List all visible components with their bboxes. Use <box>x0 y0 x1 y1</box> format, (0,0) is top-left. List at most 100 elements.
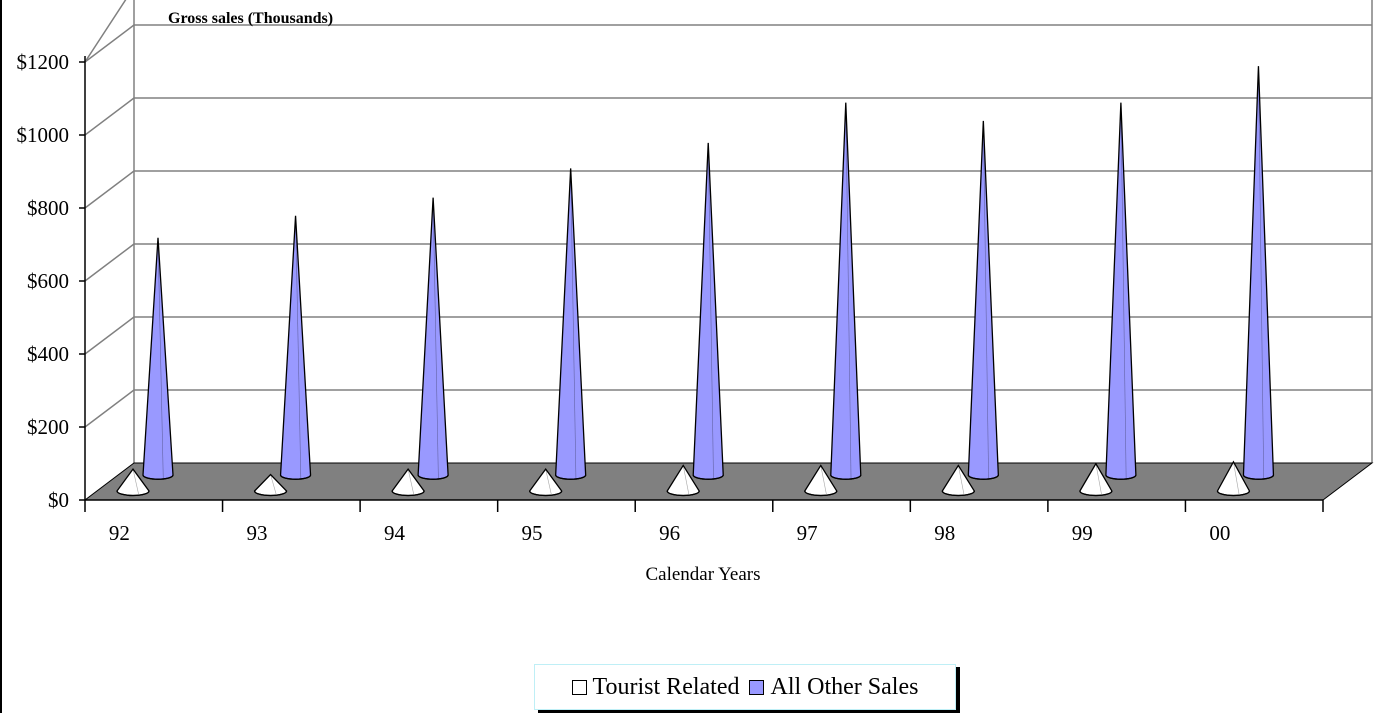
cone-tourist-related-97-shade <box>820 465 827 495</box>
x-tick-label: 97 <box>797 521 818 545</box>
cone-all-other-sales-94-base <box>417 474 449 480</box>
cone-all-other-sales-99-shade <box>1120 102 1127 479</box>
cone-all-other-sales-98-body <box>967 120 999 480</box>
y-tick-label: $200 <box>27 415 69 439</box>
cone-all-other-sales-94-shade <box>432 197 439 479</box>
cone-tourist-related-99 <box>1079 462 1113 497</box>
x-tick-label: 94 <box>384 521 406 545</box>
legend-swatch-tourist-related <box>571 679 587 695</box>
cone-all-other-sales-96-base <box>692 474 724 480</box>
cone-all-other-sales-95 <box>555 168 587 480</box>
x-tick-label: 93 <box>246 521 267 545</box>
cone-tourist-related-93-shade <box>270 474 277 495</box>
cone-all-other-sales-95-body <box>555 168 587 480</box>
cone-all-other-sales-99 <box>1105 102 1137 480</box>
cone-tourist-related-00 <box>1216 460 1251 497</box>
cone-tourist-related-94 <box>391 467 425 497</box>
cone-all-other-sales-93-shade <box>295 215 302 479</box>
cone-tourist-related-94-base <box>391 490 425 497</box>
x-tick-label: 98 <box>934 521 955 545</box>
cone-all-other-sales-97-shade <box>845 102 852 479</box>
cone-tourist-related-98 <box>941 464 975 497</box>
cone-all-other-sales-00-base <box>1242 474 1275 480</box>
x-tick-label: 92 <box>109 521 130 545</box>
cone-tourist-related-92-shade <box>132 469 139 495</box>
side-gridline <box>84 170 135 209</box>
chart-title: Gross sales (Thousands) <box>168 10 333 27</box>
cone-tourist-related-93-base <box>253 490 288 497</box>
side-gridline <box>84 97 135 136</box>
y-tick-label: $600 <box>27 269 69 293</box>
x-tick-label: 00 <box>1209 521 1230 545</box>
cone-all-other-sales-98 <box>967 120 999 480</box>
cone-tourist-related-99-base <box>1079 490 1113 497</box>
cone-all-other-sales-00 <box>1242 66 1275 480</box>
legend: Tourist Related All Other Sales <box>534 664 956 710</box>
side-gridline <box>84 316 135 355</box>
cone-tourist-related-97-base <box>804 490 838 497</box>
cone-all-other-sales-00-body <box>1242 66 1275 480</box>
x-axis-label: Calendar Years <box>645 564 760 585</box>
cone-tourist-related-98-base <box>941 490 975 497</box>
x-tick-label: 99 <box>1072 521 1093 545</box>
legend-label-all-other-sales: All Other Sales <box>770 673 919 700</box>
cone-all-other-sales-99-base <box>1105 474 1137 480</box>
cone-tourist-related-92 <box>116 467 150 497</box>
cone-all-other-sales-99-body <box>1105 102 1137 480</box>
cone-tourist-related-99-shade <box>1095 463 1102 495</box>
cone-tourist-related-95 <box>529 467 563 497</box>
cone-tourist-related-93 <box>253 473 288 497</box>
side-gridline <box>84 24 135 63</box>
cone-all-other-sales-98-shade <box>983 120 989 479</box>
cones <box>116 66 1275 497</box>
legend-item-all-other-sales: All Other Sales <box>749 674 918 701</box>
cone-tourist-related-95-base <box>529 490 563 497</box>
side-gridline <box>84 389 135 428</box>
cone-tourist-related-95-shade <box>545 469 552 495</box>
cone-all-other-sales-94 <box>417 197 449 480</box>
y-tick-label: $800 <box>27 196 69 220</box>
cone-all-other-sales-92 <box>142 237 174 480</box>
cone-all-other-sales-93-base <box>279 474 312 480</box>
x-tick-label: 96 <box>659 521 680 545</box>
x-tick-label: 95 <box>522 521 543 545</box>
y-tick-label: $400 <box>27 342 69 366</box>
cone-tourist-related-97 <box>804 464 838 497</box>
cone-all-other-sales-92-shade <box>157 237 164 479</box>
y-tick-label: $0 <box>48 488 69 512</box>
cone-tourist-related-00-base <box>1216 490 1251 497</box>
cone-all-other-sales-97 <box>830 102 862 480</box>
legend-label-tourist-related: Tourist Related <box>592 673 740 700</box>
gridlines <box>79 24 1372 501</box>
cone-all-other-sales-00-shade <box>1258 66 1264 479</box>
cone-all-other-sales-93-body <box>279 215 312 480</box>
cone-all-other-sales-96-body <box>692 142 724 480</box>
cone-tourist-related-96-shade <box>682 465 690 495</box>
side-wall-top <box>84 0 127 63</box>
cone-tourist-related-92-base <box>116 490 150 497</box>
cone-all-other-sales-97-body <box>830 102 862 480</box>
cone-all-other-sales-98-base <box>967 474 999 480</box>
cone-all-other-sales-96 <box>692 142 724 480</box>
cone-all-other-sales-94-body <box>417 197 449 480</box>
y-tick-labels: $0 $200 $400 $600 $800 $1000 $1200 <box>17 50 70 512</box>
cone-all-other-sales-92-base <box>142 474 174 480</box>
cone-all-other-sales-93 <box>279 215 312 480</box>
y-tick-label: $1000 <box>17 123 70 147</box>
cone-all-other-sales-95-base <box>555 474 587 480</box>
cone-tourist-related-94-shade <box>407 469 415 495</box>
cone-all-other-sales-95-shade <box>570 168 577 479</box>
legend-swatch-all-other-sales <box>749 679 765 695</box>
cone-all-other-sales-92-body <box>142 237 174 480</box>
y-tick-label: $1200 <box>17 50 70 74</box>
axes <box>84 56 1324 512</box>
chart-walls <box>84 0 1373 463</box>
side-gridline <box>84 243 135 282</box>
cone-tourist-related-00-shade <box>1233 461 1240 495</box>
cone-all-other-sales-97-base <box>830 474 862 480</box>
cone-tourist-related-96 <box>666 464 700 497</box>
cone-tourist-related-96-base <box>666 490 700 497</box>
cone-all-other-sales-96-shade <box>707 142 714 479</box>
legend-item-tourist-related: Tourist Related <box>571 673 740 701</box>
